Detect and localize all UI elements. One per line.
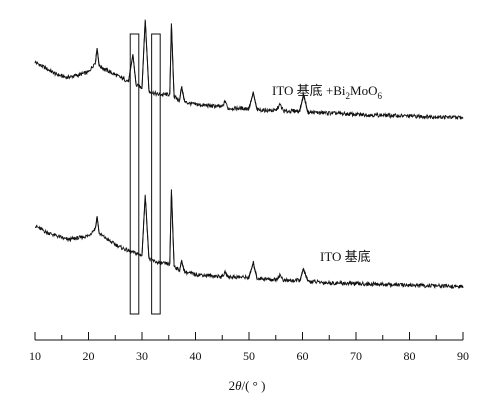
series-1-peak xyxy=(141,19,150,92)
series-1-peak xyxy=(179,86,186,103)
series-1-peak xyxy=(248,92,258,111)
series-2-peak xyxy=(95,216,100,234)
x-tick-label: 50 xyxy=(243,349,255,363)
highlight-box-2 xyxy=(151,33,161,315)
series-1-peak xyxy=(128,54,137,86)
series-label-ito: ITO 基底 xyxy=(320,249,371,264)
series-group xyxy=(34,19,464,290)
series-2-peak xyxy=(141,194,150,259)
x-tick-label: 80 xyxy=(404,349,416,363)
x-tick-label: 20 xyxy=(83,349,95,363)
series-2-peak xyxy=(248,260,258,279)
series-1-peak xyxy=(169,23,175,97)
highlight-box-1 xyxy=(129,33,140,315)
x-tick-label: 60 xyxy=(297,349,309,363)
x-tick-label: 30 xyxy=(136,349,148,363)
series-line-2 xyxy=(35,192,464,290)
series-label-ito-bi2moo6: ITO 基底 +Bi2MoO6 xyxy=(272,83,383,101)
series-2-peak xyxy=(169,189,175,266)
x-ticks: 10 20 30 40 50 60 70 80 90 xyxy=(29,332,469,363)
series-1-peak xyxy=(95,48,100,66)
x-tick-label: 40 xyxy=(190,349,202,363)
series-2-peak xyxy=(299,267,309,282)
x-axis-title: 2θ/( ° ) xyxy=(229,378,266,393)
x-tick-label: 70 xyxy=(350,349,362,363)
x-tick-label: 90 xyxy=(457,349,469,363)
x-tick-label: 10 xyxy=(29,349,41,363)
highlight-boxes xyxy=(129,33,161,315)
series-2-peak xyxy=(179,259,186,273)
series-1-peak xyxy=(299,94,309,113)
series-line-1 xyxy=(34,21,464,120)
